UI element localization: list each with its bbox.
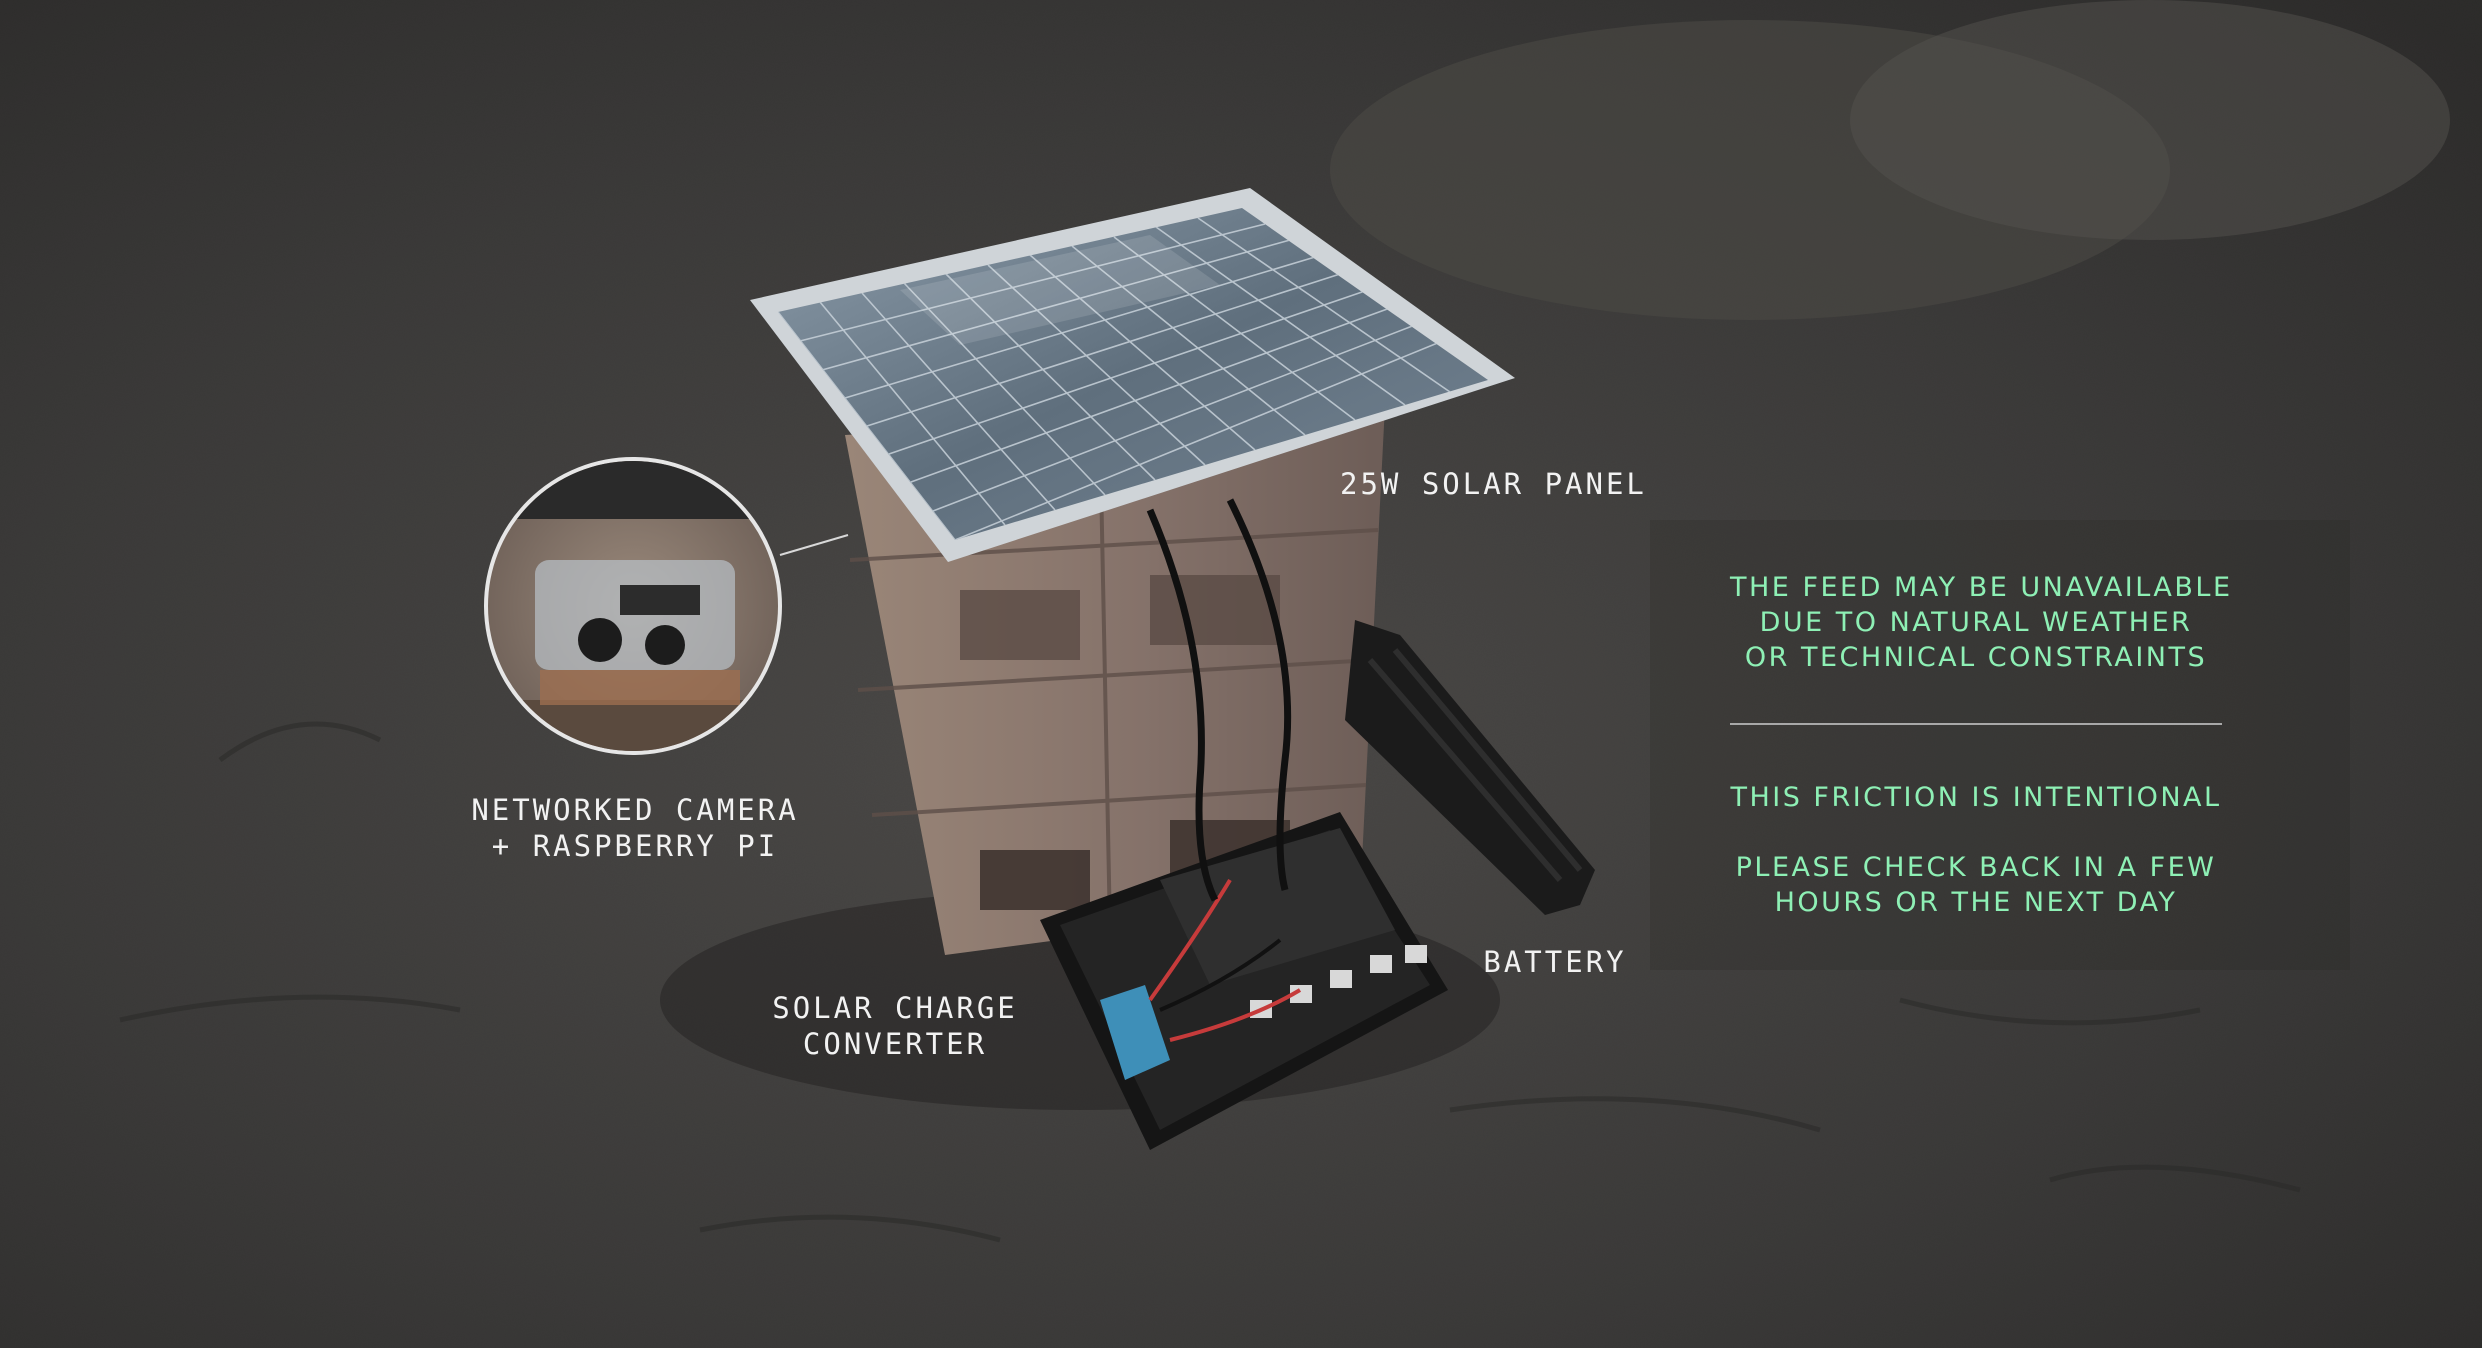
solar-panel-label-text: 25W SOLAR PANEL: [1340, 467, 1647, 501]
battery-label-text: BATTERY: [1483, 945, 1627, 979]
notice-line: HOURS OR THE NEXT DAY: [1774, 887, 2178, 918]
charge-converter-label: SOLAR CHARGE CONVERTER: [770, 990, 1020, 1062]
camera-label-line2: + RASPBERRY PI: [491, 829, 779, 863]
solar-panel-label: 25W SOLAR PANEL: [1340, 466, 1644, 502]
friction-notice-text: THIS FRICTION IS INTENTIONAL: [1730, 782, 2222, 813]
feed-unavailable-notice: THE FEED MAY BE UNAVAILABLE DUE TO NATUR…: [1730, 570, 2233, 675]
notice-line: THE FEED MAY BE UNAVAILABLE: [1730, 572, 2233, 603]
notice-line: OR TECHNICAL CONSTRAINTS: [1744, 642, 2208, 673]
check-back-notice: PLEASE CHECK BACK IN A FEW HOURS OR THE …: [1730, 850, 2222, 920]
charge-converter-label-line2: CONVERTER: [802, 1027, 988, 1061]
battery-label: BATTERY: [1470, 944, 1640, 980]
camera-label-line1: NETWORKED CAMERA: [471, 793, 799, 827]
friction-notice: THIS FRICTION IS INTENTIONAL: [1730, 780, 2222, 815]
notice-line: DUE TO NATURAL WEATHER: [1759, 607, 2193, 638]
notice-line: PLEASE CHECK BACK IN A FEW: [1735, 852, 2217, 883]
camera-label: NETWORKED CAMERA + RASPBERRY PI: [470, 792, 800, 864]
notice-divider: [1730, 723, 2222, 725]
charge-converter-label-line1: SOLAR CHARGE: [772, 991, 1018, 1025]
